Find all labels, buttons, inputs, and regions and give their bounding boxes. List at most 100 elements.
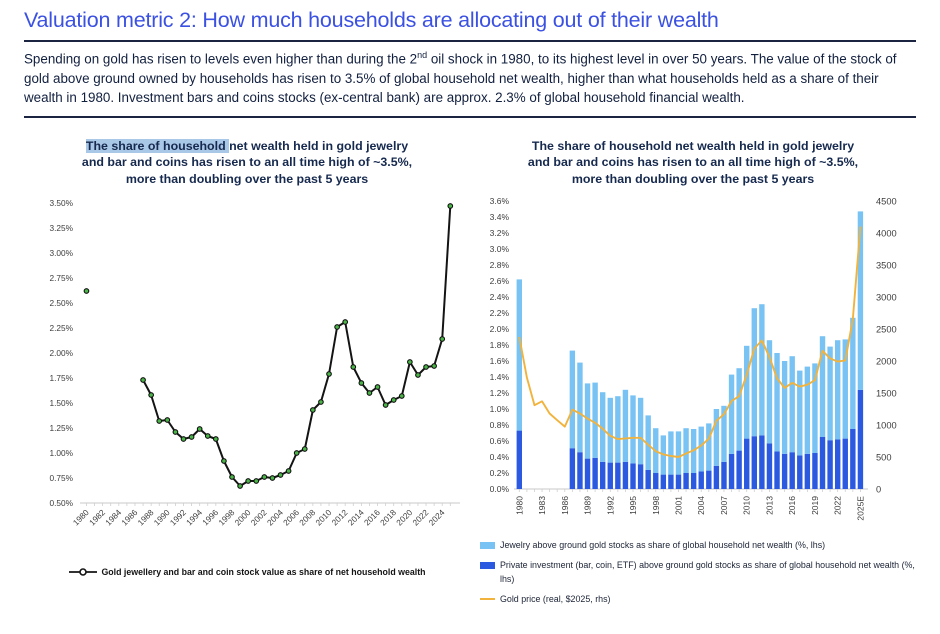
right-chart-title: The share of household net wealth held i…	[507, 138, 879, 187]
svg-text:1992: 1992	[605, 496, 615, 515]
intro-text: oil shock in 1980, to its highest level …	[24, 51, 897, 105]
svg-text:1996: 1996	[200, 507, 220, 527]
intro-divider	[24, 115, 916, 118]
left-chart-title-line1: net wealth held in gold jewelry	[229, 138, 409, 153]
svg-text:2013: 2013	[764, 496, 774, 515]
svg-text:500: 500	[876, 453, 892, 463]
svg-text:1.25%: 1.25%	[49, 423, 73, 433]
svg-text:3.0%: 3.0%	[490, 244, 510, 254]
svg-text:1.50%: 1.50%	[49, 398, 73, 408]
svg-text:2014: 2014	[346, 507, 366, 527]
left-chart-title-line2: and bar and coins has risen to an all ti…	[81, 155, 413, 170]
svg-text:2001: 2001	[673, 496, 683, 515]
svg-text:0.8%: 0.8%	[490, 420, 510, 430]
legend-label-jewelry: Jewelry above ground gold stocks as shar…	[500, 540, 826, 551]
svg-text:1990: 1990	[152, 507, 172, 527]
svg-text:2022: 2022	[410, 507, 430, 527]
svg-text:3000: 3000	[876, 293, 897, 303]
svg-text:2002: 2002	[249, 507, 269, 527]
svg-text:2004: 2004	[696, 496, 706, 515]
svg-text:2.00%: 2.00%	[49, 348, 73, 358]
svg-text:1998: 1998	[216, 507, 236, 527]
left-chart-title: The share of household net wealth held i…	[61, 138, 433, 187]
svg-text:1984: 1984	[103, 507, 123, 527]
svg-text:2500: 2500	[876, 325, 897, 335]
svg-text:2016: 2016	[362, 507, 382, 527]
chart-panel-right: The share of household net wealth held i…	[470, 138, 916, 614]
svg-text:2010: 2010	[742, 496, 752, 515]
svg-text:2024: 2024	[426, 507, 446, 527]
svg-text:1986: 1986	[560, 496, 570, 515]
legend-label-private: Private investment (bar, coin, ETF) abov…	[500, 560, 915, 584]
svg-text:0.0%: 0.0%	[490, 484, 510, 494]
svg-text:2007: 2007	[719, 496, 729, 515]
legend-line-marker-icon	[69, 568, 98, 576]
intro-text: Spending on gold has risen to levels eve…	[24, 51, 418, 67]
svg-text:3500: 3500	[876, 261, 897, 271]
svg-text:1994: 1994	[184, 507, 204, 527]
svg-text:1988: 1988	[135, 507, 155, 527]
svg-text:1982: 1982	[87, 507, 107, 527]
gold-stocks-stacked-bar-chart: 0.0% 0.2% 0.4% 0.6% 0.8% 1.0% 1.2% 1.4% 1.6% 1.8%…	[490, 196, 897, 521]
right-chart-legend: Jewelry above ground gold stocks as shar…	[480, 539, 916, 606]
svg-text:2000: 2000	[876, 357, 897, 367]
svg-text:1000: 1000	[876, 421, 897, 431]
svg-text:2.50%: 2.50%	[49, 298, 73, 308]
svg-text:3.6%: 3.6%	[490, 196, 510, 206]
svg-text:0.2%: 0.2%	[490, 468, 510, 478]
svg-text:3.25%: 3.25%	[49, 223, 73, 233]
svg-text:3.4%: 3.4%	[490, 212, 510, 222]
svg-text:1.4%: 1.4%	[490, 372, 510, 382]
svg-text:2.8%: 2.8%	[490, 260, 510, 270]
legend-gold-line-icon	[480, 598, 495, 601]
svg-text:1992: 1992	[168, 507, 188, 527]
svg-text:3.00%: 3.00%	[49, 248, 73, 258]
svg-text:1980: 1980	[71, 507, 91, 527]
right-chart-title-line3: more than doubling over the past 5 years	[571, 171, 815, 186]
svg-text:1.8%: 1.8%	[490, 340, 510, 350]
svg-text:2019: 2019	[810, 496, 820, 515]
svg-text:2.6%: 2.6%	[490, 276, 510, 286]
svg-text:2020: 2020	[394, 507, 414, 527]
legend-swatch-jewelry-icon	[480, 542, 495, 550]
gold-share-line-chart: 0.50% 0.75% 1.00% 1.25% 1.50% 1.75% 2.00% 2.25%…	[49, 198, 460, 528]
left-chart-title-line3: more than doubling over the past 5 years	[125, 171, 369, 186]
svg-text:0.4%: 0.4%	[490, 452, 510, 462]
svg-text:1.00%: 1.00%	[49, 448, 73, 458]
svg-text:2022: 2022	[833, 496, 843, 515]
legend-item-gold-price: Gold price (real, $2025, rhs)	[480, 593, 916, 606]
left-legend-label: Gold jewellery and bar and coin stock va…	[101, 567, 426, 578]
svg-text:1.0%: 1.0%	[490, 404, 510, 414]
svg-text:1995: 1995	[628, 496, 638, 515]
svg-text:0: 0	[876, 485, 881, 495]
intro-superscript: nd	[417, 50, 428, 60]
svg-text:1998: 1998	[651, 496, 661, 515]
svg-text:1.6%: 1.6%	[490, 356, 510, 366]
svg-text:2.75%: 2.75%	[49, 273, 73, 283]
charts-row: The share of household net wealth held i…	[24, 138, 916, 614]
svg-text:2.25%: 2.25%	[49, 323, 73, 333]
svg-text:1.75%: 1.75%	[49, 373, 73, 383]
svg-text:2008: 2008	[297, 507, 317, 527]
svg-text:1.2%: 1.2%	[490, 388, 510, 398]
svg-text:3.50%: 3.50%	[49, 198, 73, 208]
svg-text:2006: 2006	[281, 507, 301, 527]
svg-text:1980: 1980	[514, 496, 524, 515]
legend-swatch-private-icon	[480, 562, 495, 570]
right-chart-title-line2: and bar and coins has risen to an all ti…	[527, 155, 859, 170]
intro-paragraph: Spending on gold has risen to levels eve…	[24, 49, 916, 107]
right-chart-title-line1: The share of household net wealth held i…	[531, 138, 855, 153]
chart-panel-left: The share of household net wealth held i…	[24, 138, 470, 614]
title-divider	[24, 40, 916, 42]
svg-text:2010: 2010	[313, 507, 333, 527]
left-chart-legend: Gold jewellery and bar and coin stock va…	[24, 567, 470, 577]
svg-text:2.0%: 2.0%	[490, 324, 510, 334]
svg-text:1983: 1983	[537, 496, 547, 515]
svg-text:1986: 1986	[119, 507, 139, 527]
page-title: Valuation metric 2: How much households …	[24, 8, 719, 32]
legend-item-private: Private investment (bar, coin, ETF) abov…	[480, 559, 916, 586]
svg-text:2.4%: 2.4%	[490, 292, 510, 302]
svg-text:1989: 1989	[583, 496, 593, 515]
report-page: Valuation metric 2: How much households …	[24, 8, 916, 614]
legend-label-gold-price: Gold price (real, $2025, rhs)	[500, 594, 611, 605]
